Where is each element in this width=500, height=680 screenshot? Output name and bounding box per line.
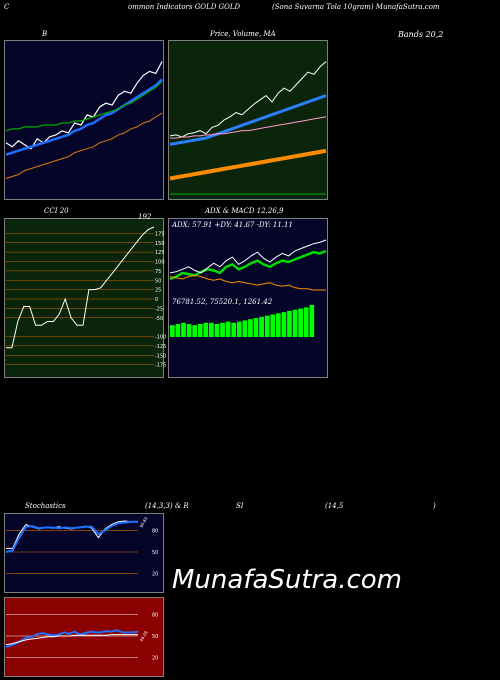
stoch-last-label: 90.83 — [139, 516, 149, 529]
macd-bar — [186, 323, 192, 337]
macd-bar — [214, 323, 220, 337]
series-line-2-0 — [6, 226, 155, 349]
series-line-1-2 — [170, 116, 327, 139]
panel-rsi-params-end: ) — [433, 502, 436, 510]
rsi-last-label: 49.28 — [139, 630, 149, 643]
macd-bar — [220, 322, 225, 337]
macd-bar — [309, 305, 315, 337]
panel-cci-title: CCI 20 — [44, 207, 69, 215]
cci-tick-label: 125 — [155, 250, 165, 256]
macd-bar — [275, 313, 281, 337]
macd-bar — [203, 322, 209, 337]
macd-bar — [231, 322, 237, 337]
macd-bar — [192, 325, 198, 337]
rsi-tick-label: 80 — [152, 612, 158, 618]
macd-bar — [287, 310, 292, 337]
cci-tick-label: -150 — [155, 353, 166, 359]
adx-line-0 — [169, 249, 327, 281]
series-line-0-0 — [5, 61, 163, 150]
adx-values: ADX: 57.91 +DY: 41.67 -DY: 11.11 — [172, 221, 293, 229]
cci-tick-label: 150 — [155, 241, 165, 247]
series-line-0-1 — [5, 78, 163, 156]
macd-bar — [242, 320, 248, 337]
cci-tick-label: 75 — [155, 269, 161, 275]
cci-tick-label: 25 — [155, 288, 161, 294]
series-line-1-1 — [169, 94, 327, 146]
header-right: (Sona Suvarna Tola 10gram) MunafaSutra.c… — [272, 3, 440, 11]
macd-bar — [209, 322, 214, 337]
stoch-tick-label: 20 — [152, 572, 158, 578]
panel-stoch-title: Stochastics — [25, 502, 66, 510]
panel-rsi-params: (14,5 — [325, 502, 344, 510]
macd-bar — [298, 308, 304, 337]
cci-tick-label: -175 — [155, 363, 166, 369]
panel-stoch-params: (14,3,3) & R — [145, 502, 189, 510]
cci-tick-label: 100 — [155, 260, 165, 266]
cci-tick-label: -25 — [155, 306, 163, 312]
header-mid: ommon Indicators GOLD GOLD — [128, 3, 241, 11]
header-left: C — [4, 3, 10, 11]
series-line-1-0 — [169, 61, 327, 138]
cci-panel — [4, 218, 164, 378]
macd-bar — [253, 318, 259, 337]
panel-bands-title: Bands 20,2 — [398, 30, 444, 39]
cci-tick-label: 0 — [155, 297, 158, 303]
cci-tick-label: 175 — [155, 231, 165, 237]
macd-bar — [259, 316, 264, 337]
macd-bar — [264, 315, 270, 337]
series-line-4-0 — [6, 520, 138, 549]
stoch-tick-label: 50 — [152, 550, 158, 556]
series-line-4-1 — [5, 520, 138, 553]
macd-bar — [225, 321, 231, 337]
series-line-0-3 — [5, 112, 163, 179]
cci-tick-label: 50 — [155, 278, 161, 284]
macd-bar — [292, 309, 298, 337]
series-line-1-3 — [169, 148, 327, 181]
cci-tick-label: -50 — [155, 316, 163, 322]
watermark: MunafaSutra.com — [172, 565, 403, 595]
macd-bar — [236, 321, 242, 337]
adx-line-1 — [169, 239, 327, 274]
panel-rsi-title: SI — [236, 502, 244, 510]
stoch-tick-label: 80 — [152, 528, 158, 534]
macd-bar — [270, 314, 276, 337]
macd-bar — [197, 323, 203, 337]
macd-bar — [303, 307, 309, 337]
panel-b-title: B — [42, 30, 48, 38]
macd-bar — [175, 323, 181, 337]
adx-line-2 — [169, 274, 326, 291]
rsi-tick-label: 50 — [152, 634, 158, 640]
series-line-5-1 — [5, 634, 138, 646]
rsi-tick-label: 20 — [152, 656, 158, 662]
panel-price-title: Price, Volume, MA — [210, 30, 276, 38]
series-line-5-0 — [5, 629, 139, 648]
cci-tick-label: -125 — [155, 344, 166, 350]
panel-adx-title: ADX & MACD 12,26,9 — [205, 207, 284, 215]
macd-values: 76781.52, 75520.1, 1261.42 — [172, 298, 273, 306]
adx-macd-panel — [168, 218, 328, 378]
cci-tick-label: -100 — [155, 335, 166, 341]
macd-bar — [281, 312, 287, 337]
macd-bar — [248, 319, 253, 337]
series-line-0-2 — [5, 80, 163, 132]
cci-last-label: 192 — [138, 213, 152, 221]
macd-bar — [181, 322, 186, 337]
macd-bar — [170, 325, 175, 337]
